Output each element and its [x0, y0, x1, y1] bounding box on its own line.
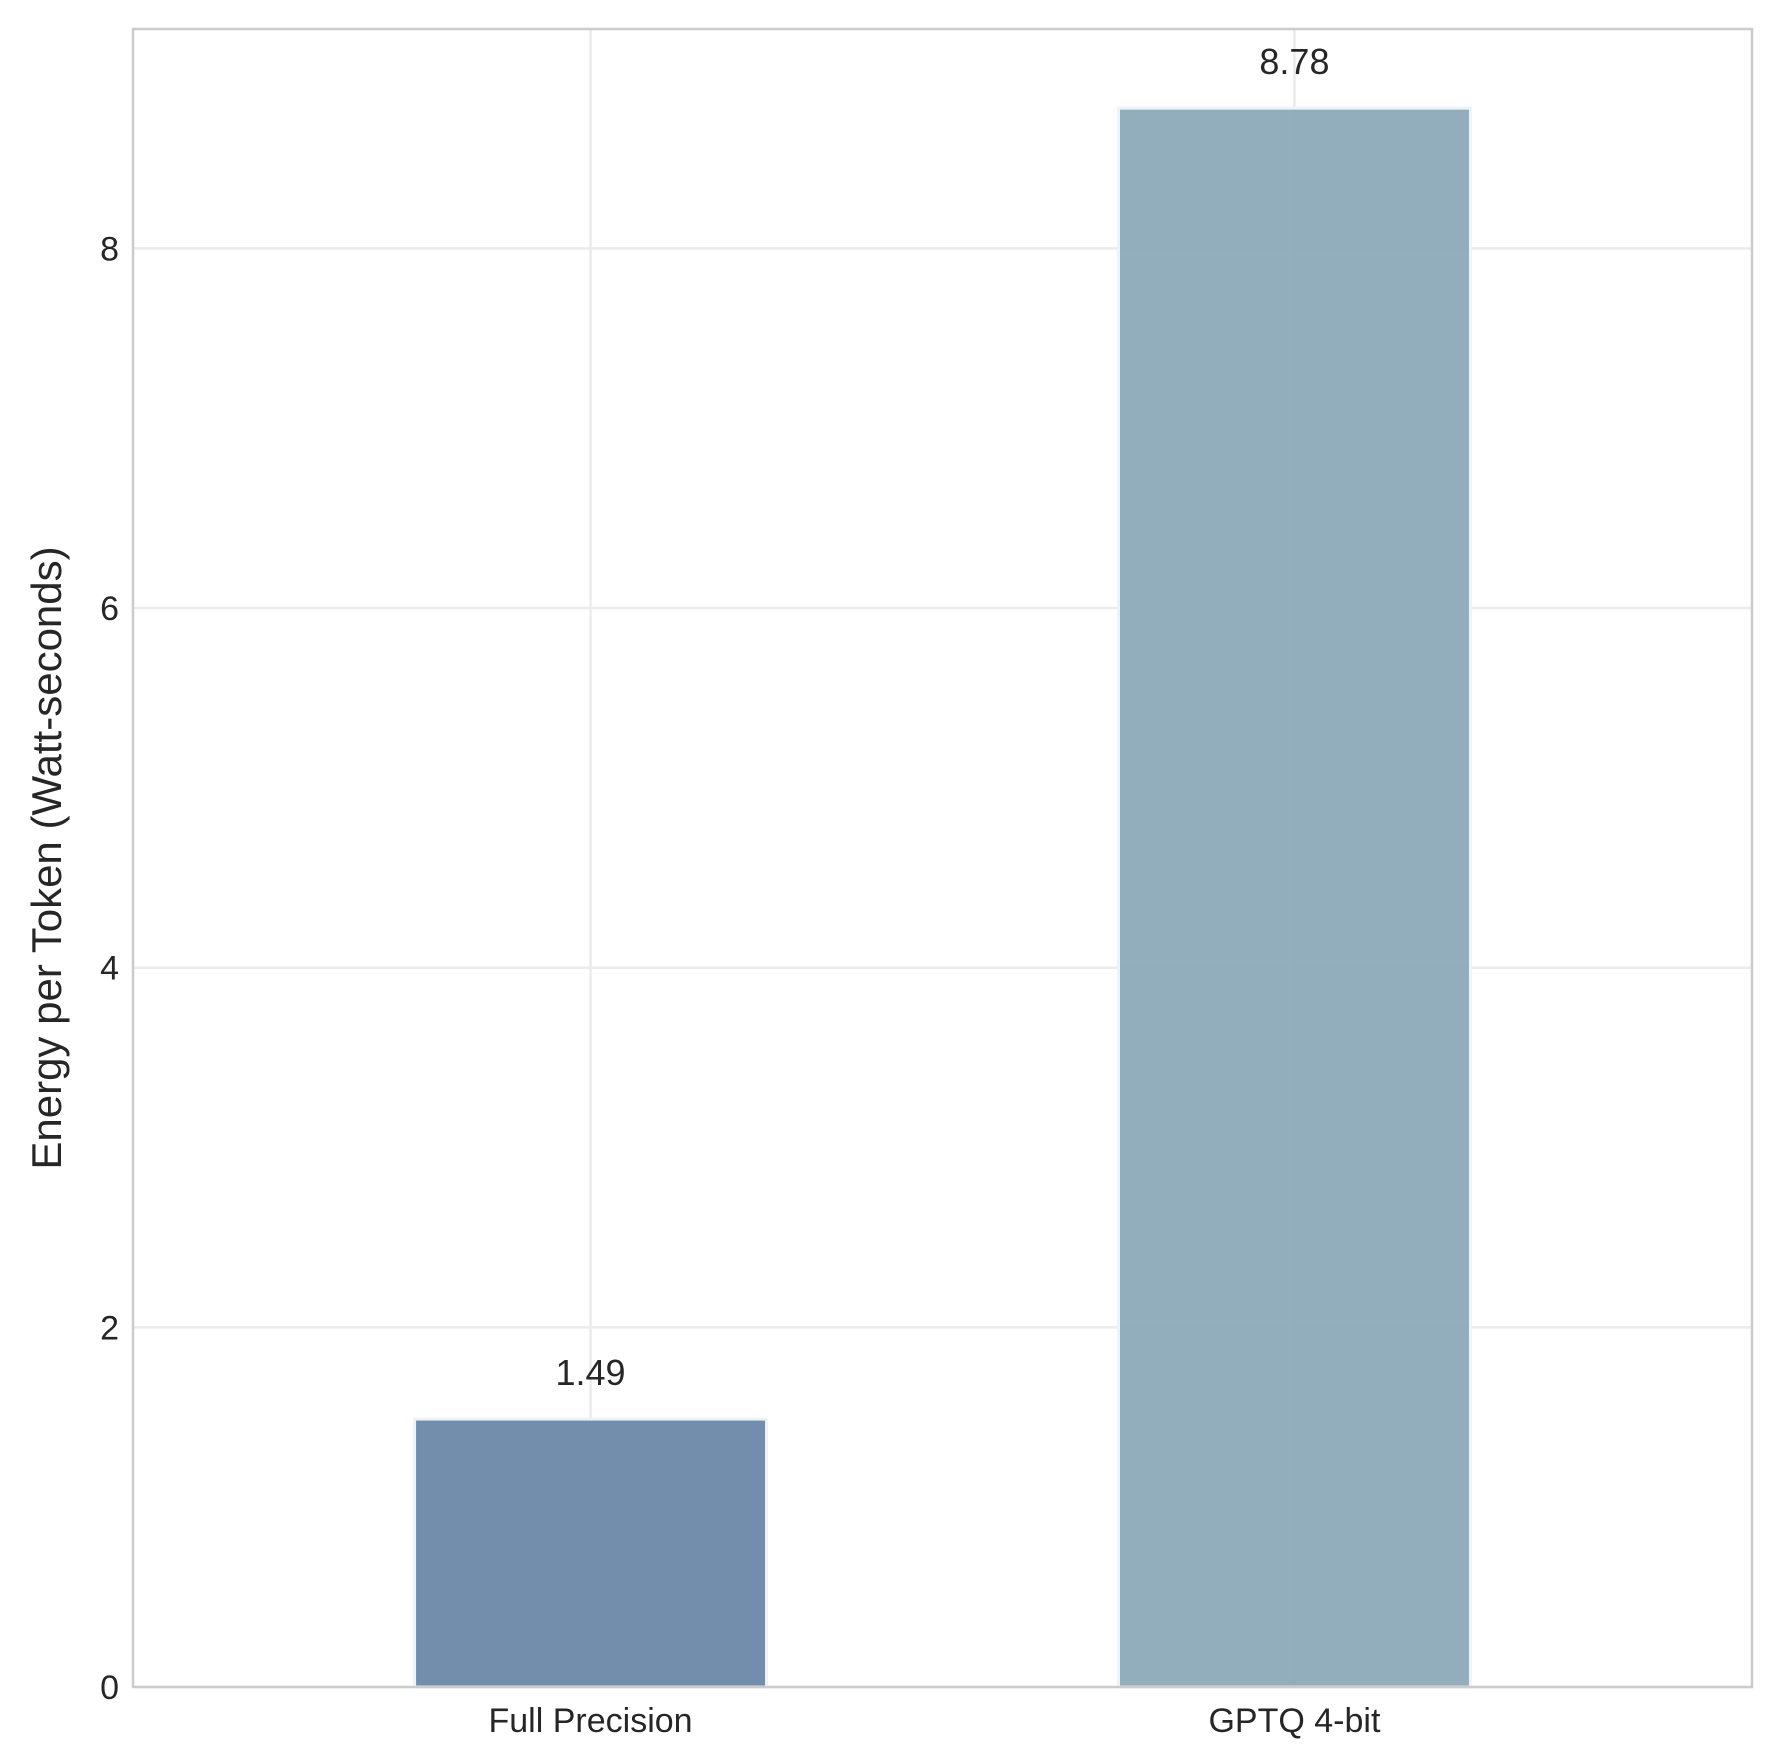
- y-tick-label: 4: [100, 950, 119, 988]
- y-axis-ticks: 0 2 4 6 8: [100, 230, 119, 1707]
- grid-lines: [133, 29, 1752, 1689]
- bars: [413, 106, 1472, 1689]
- bar-value-label: 1.49: [556, 1352, 626, 1393]
- y-axis-label: Energy per Token (Watt-seconds): [23, 546, 70, 1169]
- y-tick-label: 2: [100, 1309, 119, 1347]
- x-tick-label: GPTQ 4-bit: [1208, 1702, 1380, 1740]
- plot-frame: [131, 27, 1754, 1689]
- bar-full-precision: [413, 1417, 769, 1689]
- y-tick-label: 8: [100, 230, 119, 268]
- x-tick-label: Full Precision: [489, 1702, 693, 1740]
- y-tick-label: 0: [100, 1669, 119, 1707]
- y-tick-label: 6: [100, 590, 119, 628]
- data-labels: 1.49 8.78: [556, 41, 1330, 1393]
- bar-value-label: 8.78: [1259, 41, 1329, 82]
- bar-gptq-4-bit: [1116, 106, 1472, 1689]
- x-axis-ticks: Full Precision GPTQ 4-bit: [489, 1702, 1381, 1740]
